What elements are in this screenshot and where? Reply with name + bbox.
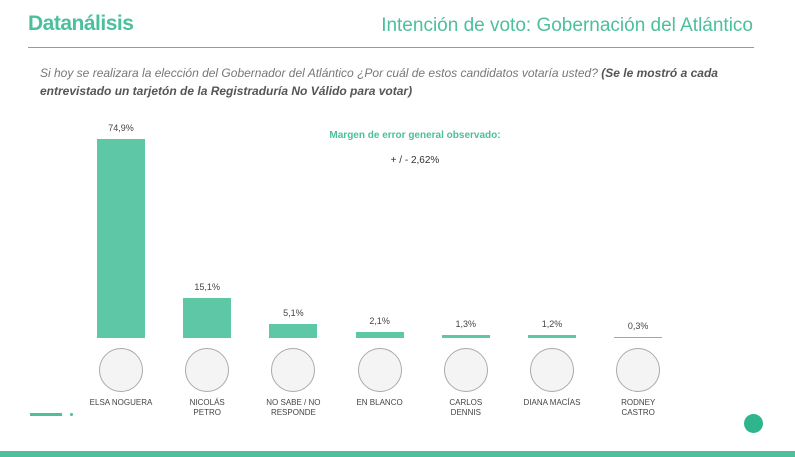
subtitle: Si hoy se realizara la elección del Gobe… <box>40 66 598 80</box>
bar <box>183 297 232 338</box>
annotation-value: + / - 2,62% <box>390 155 440 166</box>
subtitle-block: Si hoy se realizara la elección del Gobe… <box>40 64 755 100</box>
bar <box>97 139 145 338</box>
decor-circle <box>744 414 763 433</box>
brand: Datanálisis <box>28 12 134 35</box>
category-label: NO SABE / NO RESPONDE <box>266 398 321 417</box>
value-label: 74,9% <box>108 123 134 133</box>
value-label: 2,1% <box>369 316 390 327</box>
value-label: 1,3% <box>455 318 477 329</box>
annotation-title: Margen de error general observado: <box>329 130 501 141</box>
chart-title: Intención de voto: Gobernación del Atlán… <box>381 15 753 36</box>
decor-line <box>30 413 62 416</box>
category-label: CARLOS DENNIS <box>449 398 483 417</box>
category-label: NICOLÁS PETRO <box>189 398 225 417</box>
bar <box>441 334 490 338</box>
title-rule <box>28 47 754 48</box>
subtitle-note: (Se le mostró a cada entrevistado un tar… <box>40 66 718 98</box>
bar <box>528 334 576 338</box>
value-label: 5,1% <box>283 308 304 319</box>
candidate-photo <box>530 348 574 392</box>
value-label: 1,2% <box>541 318 563 329</box>
candidate-photo <box>271 348 316 392</box>
candidate-photo <box>357 348 402 392</box>
category-label: ELSA NOGUERA <box>89 398 153 407</box>
category-label: EN BLANCO <box>356 398 403 407</box>
candidate-photo <box>443 348 488 392</box>
bar <box>355 332 404 338</box>
value-label: 15,1% <box>194 281 220 292</box>
category-label: RODNEY CASTRO <box>621 398 656 417</box>
decor-dot <box>70 413 73 416</box>
candidate-photo <box>185 348 230 392</box>
bar <box>614 337 663 338</box>
value-label: 0,3% <box>627 321 649 332</box>
bar <box>269 324 318 338</box>
candidate-photo <box>616 348 661 392</box>
category-label: DIANA MACÍAS <box>523 398 581 407</box>
footer-bar <box>0 451 795 457</box>
candidate-photo <box>99 348 143 392</box>
